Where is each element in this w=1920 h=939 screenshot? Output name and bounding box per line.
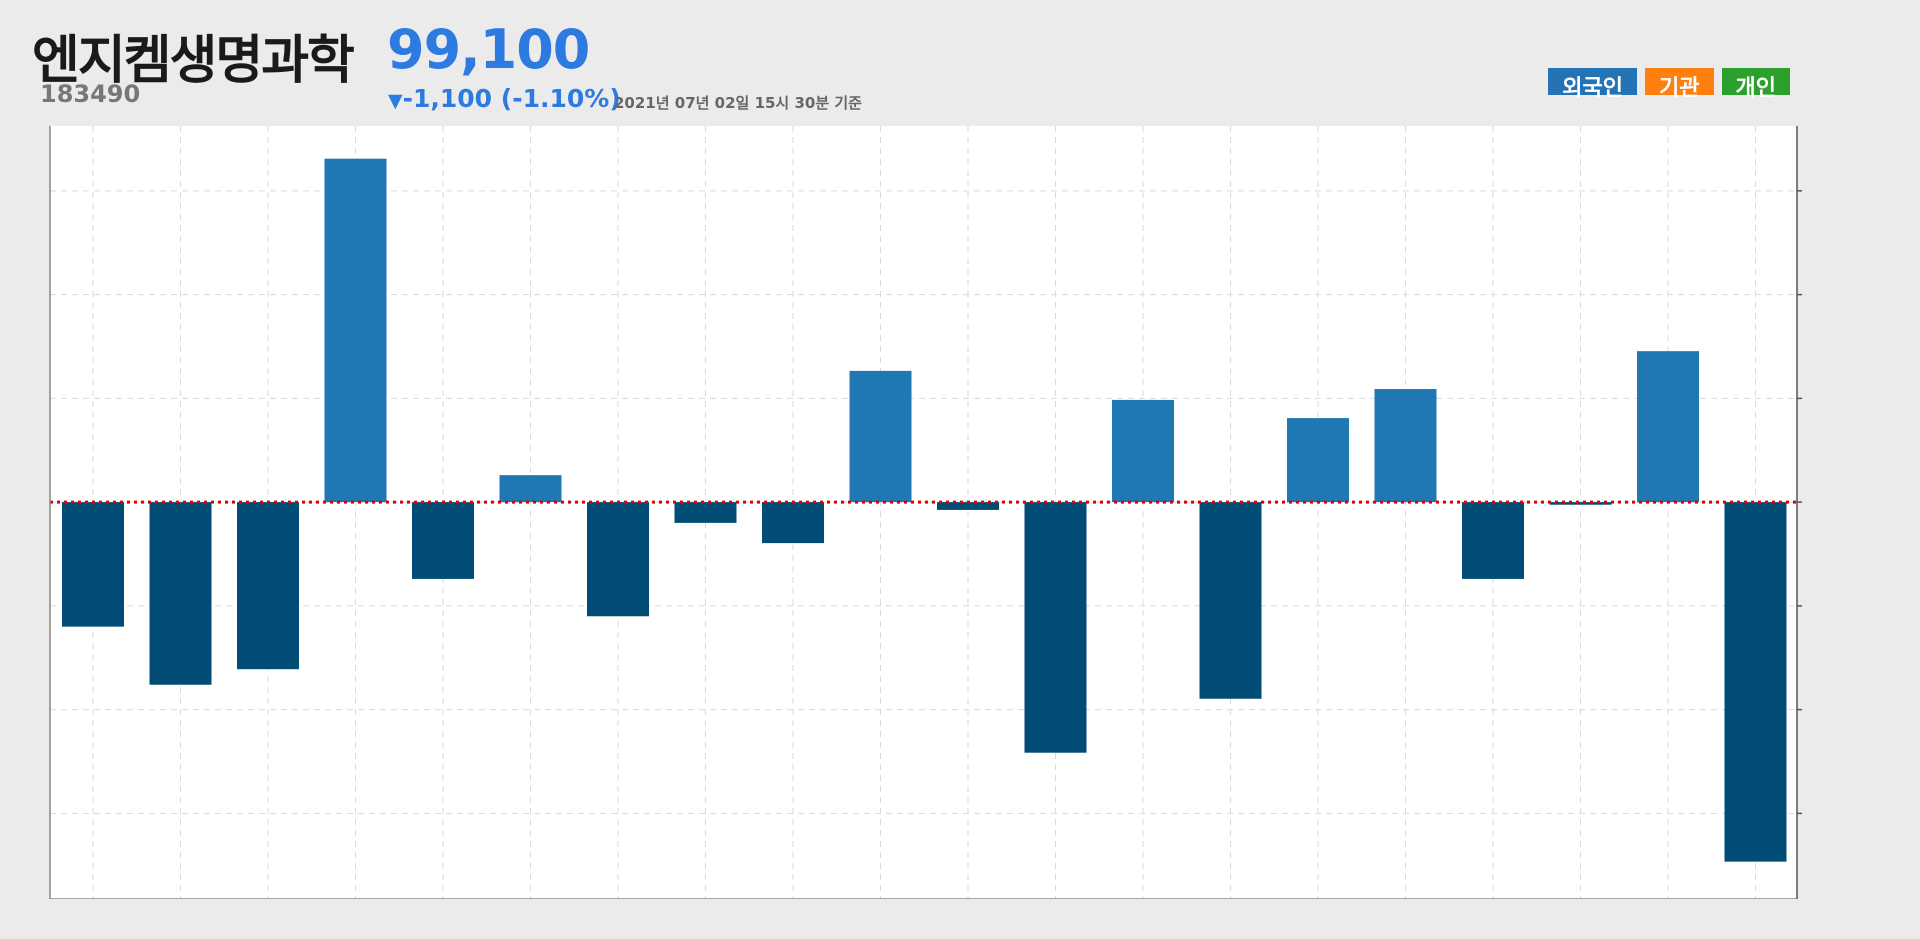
chart: -6만-4만-2만02만4만6만6월7일8일9일10일11일14일15일16일1… — [49, 124, 1843, 929]
legend: 외국인 기관 개인 — [1548, 68, 1790, 101]
bar — [1462, 502, 1524, 579]
bar — [762, 502, 824, 544]
bar — [499, 475, 562, 503]
legend-institution-button[interactable]: 기관 — [1645, 68, 1714, 101]
bar — [1374, 389, 1437, 503]
bar — [587, 502, 649, 617]
bar — [1112, 399, 1174, 503]
bar — [1637, 351, 1699, 503]
bar — [324, 158, 387, 503]
stock-name: 엔지켐생명과학 — [32, 31, 355, 91]
bar — [62, 502, 124, 627]
stock-price: 99,100 — [387, 18, 590, 81]
bar — [674, 502, 737, 523]
bar — [1724, 502, 1787, 862]
stock-code: 183490 — [40, 80, 141, 108]
bar — [237, 502, 299, 670]
legend-foreigner-button[interactable]: 외국인 — [1548, 68, 1638, 101]
bar — [1024, 502, 1087, 753]
bar — [937, 502, 999, 510]
legend-individual-button[interactable]: 개인 — [1721, 68, 1790, 101]
bar — [1287, 418, 1349, 503]
stock-change: ▼-1,100 (-1.10%) — [388, 84, 621, 113]
bar — [149, 502, 212, 685]
bar-chart-svg: -6만-4만-2만02만4만6만6월7일8일9일10일11일14일15일16일1… — [49, 126, 1843, 929]
plot-area — [50, 126, 1797, 899]
bar — [849, 370, 912, 503]
timestamp: 2021년 07년 02일 15시 30분 기준 — [614, 94, 862, 112]
bar — [412, 502, 474, 579]
bar — [1549, 502, 1612, 505]
down-arrow-icon: ▼ — [388, 90, 403, 112]
change-value: -1,100 (-1.10%) — [402, 84, 621, 113]
bar — [1199, 502, 1262, 699]
